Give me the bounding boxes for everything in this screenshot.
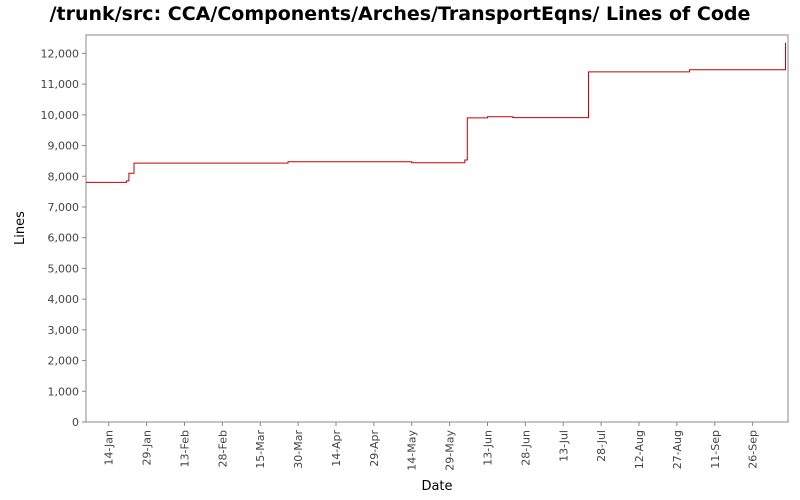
y-tick-label: 9,000 [48,140,80,153]
y-tick-label: 6,000 [48,232,80,245]
x-tick-label: 14-Jan [103,430,116,466]
x-tick-label: 30-Mar [292,430,305,469]
chart-title: /trunk/src: CCA/Components/Arches/Transp… [49,3,751,25]
x-tick-label: 26-Sep [747,430,760,469]
x-tick-label: 13-Jul [557,430,570,462]
x-tick-label: 29-May [444,430,457,471]
x-tick-label: 28-Jul [595,430,608,462]
x-axis-label: Date [421,479,452,494]
plot-area [85,34,789,423]
y-tick-label: 0 [72,416,79,429]
x-tick-label: 13-Feb [178,430,191,467]
x-tick-label: 29-Apr [368,430,381,467]
x-tick-label: 11-Sep [709,430,722,469]
x-tick-label: 12-Aug [633,430,646,469]
x-axis: 14-Jan 29-Jan 13-Feb 28-Feb 15-Mar 30-Mar 14-A… [103,422,760,471]
y-tick-label: 1,000 [48,385,80,398]
x-tick-label: 14-Apr [330,430,343,467]
y-tick-label: 11,000 [41,78,80,91]
y-tick-label: 8,000 [48,170,80,183]
x-tick-label: 28-Jun [519,430,532,466]
y-axis: 0 1,000 2,000 3,000 4,000 5,000 6,000 7,000 8,00… [41,47,86,429]
series-line [86,42,786,183]
x-tick-label: 28-Feb [216,430,229,467]
x-tick-label: 27-Aug [671,430,684,469]
y-tick-label: 10,000 [41,109,80,122]
y-tick-label: 7,000 [48,201,80,214]
x-tick-label: 15-Mar [254,430,267,469]
y-tick-label: 5,000 [48,262,80,275]
y-tick-label: 3,000 [48,324,80,337]
y-axis-label: Lines [13,211,28,245]
x-tick-label: 29-Jan [141,430,154,466]
y-tick-label: 12,000 [41,47,80,60]
x-tick-label: 13-Jun [482,430,495,466]
x-tick-label: 14-May [406,430,419,471]
y-tick-label: 4,000 [48,293,80,306]
series-layer [86,42,786,183]
y-tick-label: 2,000 [48,355,80,368]
